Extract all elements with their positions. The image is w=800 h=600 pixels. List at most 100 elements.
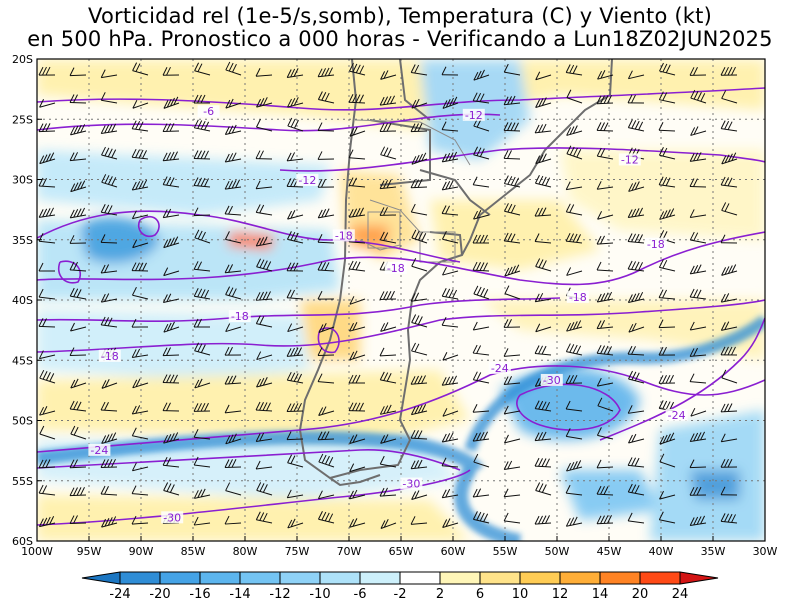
wind-barb (565, 484, 583, 496)
wind-barb (255, 68, 273, 77)
latitude-label: 45S (12, 354, 33, 367)
colorbar-swatch (319, 571, 361, 585)
wind-barb (193, 516, 211, 526)
colorbar-swatch (199, 571, 241, 585)
wind-barb (69, 515, 87, 525)
wind-barb (410, 459, 428, 470)
wind-barb (224, 459, 242, 468)
wind-barb (193, 429, 211, 440)
wind-barb (38, 288, 56, 300)
wind-barb (411, 490, 428, 500)
wind-barb (225, 286, 242, 300)
wind-barb (349, 434, 366, 445)
wind-barb (348, 402, 366, 412)
contour-label-background (462, 108, 485, 121)
wind-barb (70, 180, 87, 193)
wind-barb (503, 375, 521, 386)
wind-barb (348, 374, 366, 384)
wind-barb (193, 318, 211, 328)
wind-barb (379, 404, 397, 415)
wind-barb (720, 293, 738, 303)
vorticity-shading (37, 60, 765, 541)
contour-label: -18 (231, 310, 249, 323)
wind-barb (627, 119, 645, 132)
wind-barb (379, 231, 397, 244)
wind-barb (38, 484, 56, 496)
colorbar-swatch (359, 571, 401, 585)
wind-barb (441, 375, 459, 386)
wind-barb (317, 122, 335, 132)
wind-barb (565, 203, 583, 216)
wind-barb (100, 264, 118, 274)
wind-barb (286, 402, 304, 413)
wind-barb (70, 378, 87, 389)
longitude-label: 65W (389, 545, 414, 558)
contour-label: -6 (203, 105, 214, 118)
wind-barb (69, 287, 87, 300)
wind-barb (162, 293, 180, 303)
wind-barb (256, 377, 273, 388)
colorbar-label: -16 (189, 587, 210, 600)
wind-barb (504, 434, 521, 444)
wind-barb (627, 345, 645, 356)
wind-barb (255, 150, 273, 160)
wind-barb (628, 370, 645, 384)
longitude-label: 55W (493, 545, 518, 558)
colorbar-swatch (519, 571, 561, 585)
wind-barb (224, 346, 242, 356)
wind-barb (287, 210, 304, 220)
wind-barb (720, 433, 738, 443)
wind-barb (473, 146, 490, 160)
wind-barb (225, 323, 242, 333)
wind-barb (658, 176, 676, 188)
wind-barb (472, 404, 490, 413)
wind-barb (628, 181, 645, 192)
wind-barb (565, 428, 583, 440)
wind-barb (597, 397, 614, 412)
contour-label: -24 (491, 362, 509, 375)
wind-barb (411, 98, 428, 109)
wind-barb (69, 261, 87, 272)
wind-barb (256, 97, 273, 108)
wind-barb (163, 96, 180, 109)
wind-barb (659, 432, 676, 445)
chart-title-line2: en 500 hPa. Pronostico a 000 horas - Ver… (27, 27, 773, 51)
wind-barb (503, 122, 521, 132)
contour-label: -24 (668, 409, 686, 422)
wind-barb (100, 458, 118, 468)
wind-barb (689, 515, 707, 527)
wind-barb (442, 231, 459, 244)
colorbar-min-arrow (81, 571, 121, 585)
wind-barb (131, 179, 149, 191)
wind-barb (256, 118, 273, 132)
wind-barb (659, 453, 676, 468)
wind-barb (503, 319, 521, 328)
contour-label-background (197, 105, 220, 118)
wind-barb (287, 518, 304, 529)
wind-barb (720, 486, 738, 496)
wind-barb (410, 516, 428, 525)
wind-barb (225, 482, 242, 496)
wind-barb (349, 518, 366, 528)
wind-barb (565, 400, 583, 412)
wind-barb (256, 482, 273, 496)
wind-barb (596, 147, 614, 160)
wind-barb (286, 489, 304, 499)
wind-barb (69, 152, 87, 162)
wind-barb (596, 95, 614, 105)
wind-barb (255, 204, 273, 216)
wind-barb (627, 483, 645, 496)
wind-barb (690, 407, 707, 417)
wind-barb (658, 289, 676, 300)
wind-barb (503, 512, 521, 524)
wind-barb (255, 180, 273, 190)
wind-barb (162, 66, 180, 76)
wind-barb (658, 346, 676, 356)
wind-barb (287, 117, 304, 132)
wind-barb (349, 350, 366, 361)
colorbar-label: -6 (354, 587, 367, 600)
wind-barb (163, 236, 180, 249)
wind-barb (193, 177, 211, 188)
wind-barb (224, 179, 242, 190)
wind-barb (349, 126, 366, 137)
